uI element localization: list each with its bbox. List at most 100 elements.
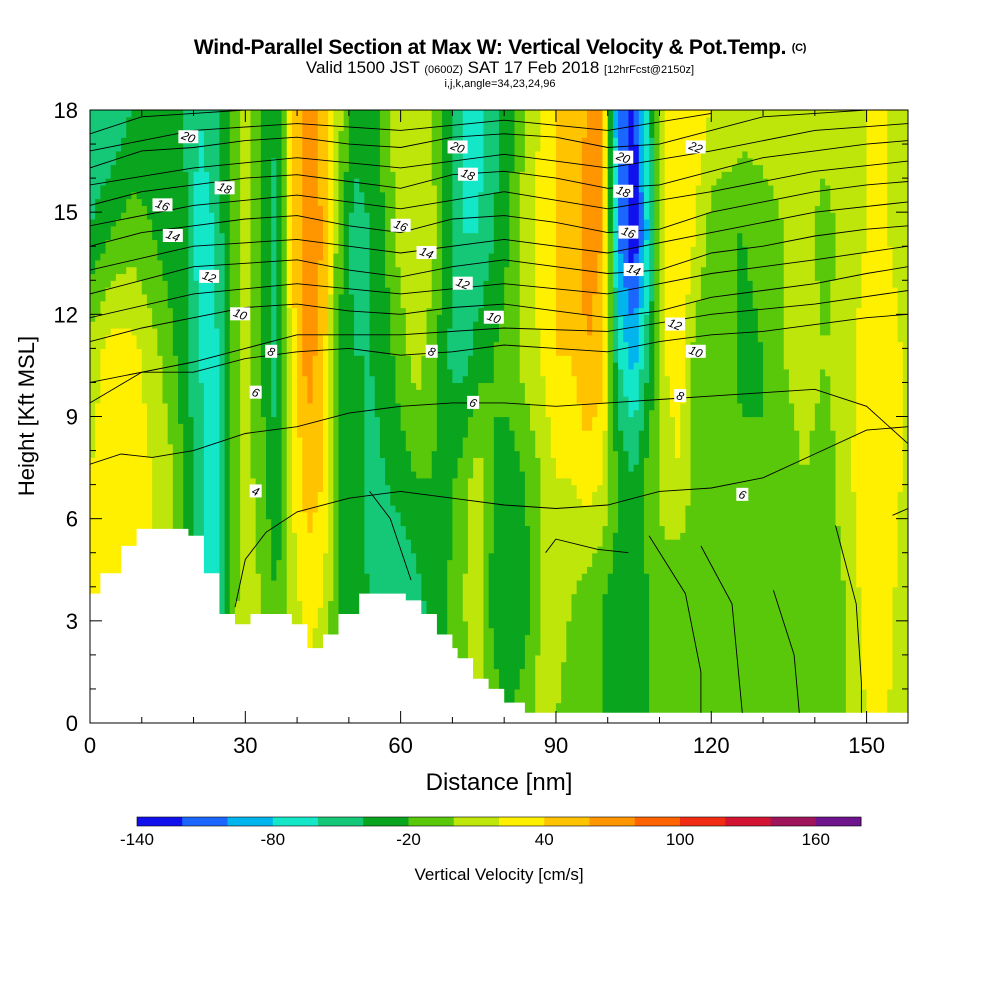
theta-contour-line	[90, 313, 908, 404]
velocity-cell	[131, 334, 138, 710]
velocity-cell	[628, 416, 635, 472]
velocity-cell	[457, 110, 464, 384]
velocity-cell	[545, 416, 552, 723]
contour-label-bg	[152, 198, 173, 212]
contour-label-bg	[685, 140, 706, 154]
velocity-cell	[297, 110, 303, 438]
velocity-cell	[592, 491, 598, 554]
velocity-cell	[612, 450, 619, 533]
velocity-cell	[581, 430, 588, 506]
velocity-cell	[535, 654, 542, 723]
contour-label-bg	[265, 344, 278, 358]
velocity-cell	[690, 341, 697, 723]
velocity-cell	[198, 110, 205, 132]
velocity-cell	[731, 164, 738, 723]
velocity-cell	[436, 314, 443, 723]
velocity-cell	[695, 300, 702, 723]
velocity-cell	[897, 491, 904, 723]
velocity-cell	[152, 327, 158, 723]
velocity-cell	[550, 457, 557, 723]
velocity-cell	[105, 110, 112, 179]
y-tick-label: 18	[54, 98, 78, 123]
velocity-cell	[623, 450, 630, 723]
velocity-cell	[871, 110, 878, 723]
velocity-cell	[643, 573, 650, 723]
velocity-cell	[892, 110, 899, 288]
velocity-cell	[519, 668, 526, 723]
velocity-cell	[747, 157, 754, 281]
velocity-cell	[478, 307, 485, 384]
velocity-cell	[452, 110, 459, 384]
velocity-cell	[830, 430, 837, 723]
velocity-cell	[302, 511, 309, 649]
velocity-cell	[146, 307, 153, 458]
colorbar-swatch	[499, 817, 545, 826]
velocity-cell	[602, 525, 609, 595]
contour-label-bg	[230, 307, 251, 321]
velocity-cell	[550, 110, 557, 458]
contour-label-bg	[249, 484, 262, 498]
velocity-cell	[240, 110, 246, 723]
colorbar-swatch	[725, 817, 771, 826]
velocity-cell	[555, 477, 562, 704]
velocity-cell	[141, 402, 148, 649]
velocity-cell	[633, 464, 640, 723]
contour-label-bg	[613, 150, 634, 164]
velocity-cell	[633, 253, 640, 309]
velocity-cell	[597, 545, 604, 723]
velocity-cell	[742, 110, 749, 152]
velocity-cell	[555, 355, 562, 479]
colorbar-label: Vertical Velocity [cm/s]	[414, 865, 583, 884]
velocity-cell	[146, 218, 153, 309]
colorbar-swatch	[363, 817, 409, 826]
colorbar-swatch	[815, 817, 862, 826]
velocity-cell	[737, 157, 743, 234]
velocity-cell	[633, 144, 640, 254]
velocity-cell	[799, 464, 806, 723]
contour-label: 10	[485, 309, 503, 327]
velocity-cell	[348, 293, 355, 723]
y-tick-label: 3	[66, 609, 78, 634]
velocity-cell	[887, 688, 894, 723]
velocity-cell	[742, 416, 749, 723]
velocity-cell	[711, 184, 718, 723]
colorbar-swatch	[634, 817, 681, 826]
velocity-cell	[540, 110, 547, 377]
velocity-cell	[763, 178, 769, 723]
velocity-cell	[162, 110, 169, 281]
colorbar-swatch	[544, 817, 590, 826]
velocity-cell	[752, 164, 759, 309]
velocity-cell	[830, 280, 837, 431]
velocity-cell	[535, 457, 542, 656]
velocity-cell	[483, 110, 490, 281]
velocity-cell	[271, 110, 277, 159]
velocity-cell	[892, 586, 899, 723]
velocity-cell	[121, 273, 127, 329]
velocity-cell	[742, 246, 749, 418]
velocity-cell	[514, 110, 521, 452]
theta-contour-line	[90, 245, 908, 319]
velocity-cell	[121, 327, 127, 723]
velocity-cell	[343, 110, 350, 172]
velocity-cell	[649, 300, 655, 411]
velocity-cell	[379, 457, 386, 723]
velocity-cell	[447, 327, 454, 370]
velocity-cell	[452, 382, 459, 479]
velocity-cell	[209, 110, 215, 213]
velocity-cell	[214, 110, 221, 329]
velocity-cell	[121, 110, 127, 138]
velocity-cell	[100, 184, 107, 254]
velocity-cell	[421, 477, 428, 601]
velocity-cell	[126, 116, 133, 200]
velocity-cell	[680, 532, 686, 723]
velocity-cell	[530, 430, 536, 723]
velocity-cell	[276, 110, 283, 561]
section-info: i,j,k,angle=34,23,24,96	[444, 78, 556, 90]
velocity-cell	[462, 573, 469, 622]
velocity-cell	[219, 110, 226, 234]
velocity-cell	[152, 239, 158, 329]
velocity-cell	[131, 191, 138, 268]
velocity-cell	[612, 287, 619, 363]
velocity-cell	[783, 368, 790, 723]
colorbar-tick-label: 40	[535, 830, 554, 849]
